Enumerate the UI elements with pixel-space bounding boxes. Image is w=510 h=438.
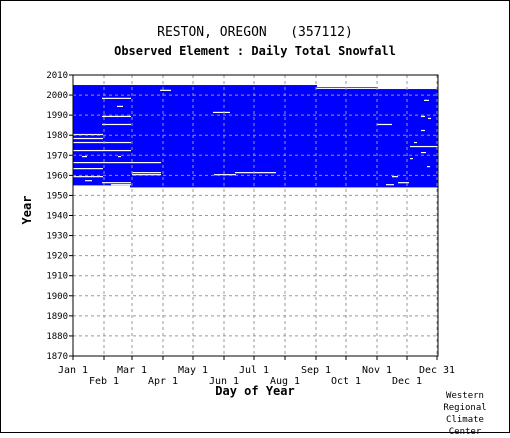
missing-segment [377,123,392,126]
x-tick-label: Aug 1 [270,376,300,387]
missing-segment [73,168,103,170]
y-tick-label: 1900 [46,292,68,302]
x-tick-label: Jul 1 [239,365,269,376]
data-layer [73,85,438,188]
x-tick-label: Apr 1 [148,376,178,387]
missing-segment [73,176,103,178]
x-tick-label: Dec 31 [419,365,455,376]
missing-segment [424,99,429,101]
missing-segment [410,157,413,160]
credit-line: Western [446,391,484,401]
missing-segment [421,151,426,154]
missing-segment [102,182,131,184]
missing-segment [73,133,103,136]
y-tick-label: 1920 [46,252,68,262]
y-tick-label: 1970 [46,151,68,161]
chart-title: RESTON, OREGON (357112) [157,25,353,40]
credit-line: Center [448,427,482,437]
x-tick-label: Feb 1 [89,376,119,387]
y-tick-label: 1890 [46,312,68,322]
y-tick-label: 1870 [46,352,68,362]
missing-segment [102,97,131,99]
y-tick-label: 2010 [46,71,68,81]
y-tick-label: 1980 [46,131,68,141]
chart-subtitle: Observed Element : Daily Total Snowfall [114,44,396,58]
missing-segment [132,172,161,174]
missing-segment [111,184,131,186]
credit-line: Regional [443,403,487,413]
missing-segment [316,87,378,89]
missing-segment [102,123,131,126]
missing-segment [427,166,430,168]
missing-segment [73,141,131,144]
data-block [316,87,378,188]
missing-segment [117,105,123,108]
x-tick-label: Jan 1 [58,365,88,376]
credit-block: Western Regional Climate Center [435,390,495,438]
missing-segment [73,137,103,140]
missing-segment [132,174,161,176]
x-axis-title: Day of Year [215,384,294,398]
missing-segment [73,149,103,152]
missing-segment [102,149,131,152]
x-tick-label: Sep 1 [301,365,331,376]
missing-segment [398,182,409,184]
missing-segment [213,111,230,114]
missing-segment [82,155,87,158]
y-tick-label: 1910 [46,272,68,282]
missing-segment [160,89,171,91]
missing-segment [414,141,417,144]
axes-layer: 2010 2000 1990 1980 1970 1960 1950 1940 1930 1920… [46,71,455,387]
missing-segment [421,115,425,118]
x-tick-label: Nov 1 [362,365,392,376]
y-tick-label: 1960 [46,171,68,181]
x-tick-label: Dec 1 [392,376,422,387]
missing-segment [102,115,131,118]
y-tick-label: 1940 [46,212,68,222]
missing-segment [421,129,425,132]
x-tick-label: Oct 1 [331,376,361,387]
missing-segment [214,174,236,176]
y-axis-title: Year [20,196,34,225]
missing-segment [428,117,431,120]
x-tick-label: Jun 1 [209,376,239,387]
x-tick-label: Mar 1 [117,365,147,376]
missing-segment [235,172,276,174]
credit-line: Climate [446,415,484,425]
y-tick-label: 1880 [46,332,68,342]
y-tick-label: 1950 [46,191,68,201]
y-tick-label: 2000 [46,91,68,101]
missing-segment [85,180,92,182]
missing-segment [386,184,394,186]
missing-segment [118,155,121,158]
missing-segment [410,145,438,148]
missing-segment [73,162,161,164]
y-tick-label: 1930 [46,232,68,242]
y-tick-label: 1990 [46,111,68,121]
x-tick-label: May 1 [178,365,208,376]
missing-segment [392,176,398,178]
